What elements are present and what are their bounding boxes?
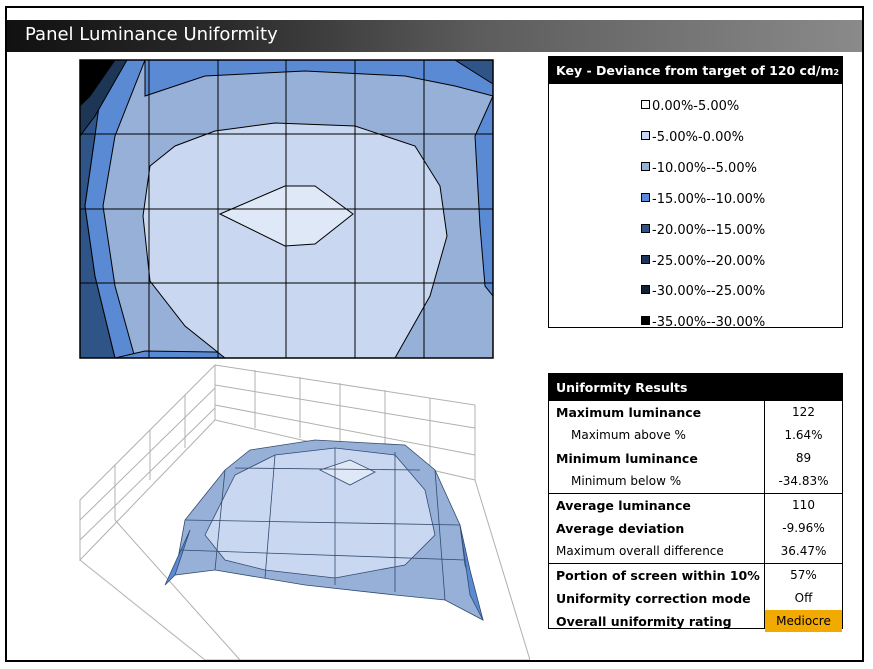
table-row: Average luminance 110 [549,493,842,517]
key-swatch [641,131,650,140]
key-panel: Key - Deviance from target of 120 cd/m2 … [548,56,843,330]
key-item-label: -30.00%--25.00% [652,284,766,299]
row-label: Overall uniformity rating [556,614,732,629]
row-label: Maximum above % [571,428,686,442]
results-heading: Uniformity Results [549,374,842,401]
surface-mesh [164,439,484,621]
key-heading-text: Key - Deviance from target of 120 cd/m [556,63,834,78]
table-row: Maximum above % 1.64% [549,424,842,447]
uniformity-results-table: Uniformity Results Maximum luminance 122… [548,373,843,632]
contour-grid [79,59,494,359]
row-label: Uniformity correction mode [556,591,751,606]
key-swatch [641,100,650,109]
key-item: -35.00%--30.00% [641,314,765,332]
row-value: -9.96% [782,521,825,535]
surface-wireframe [79,364,530,660]
table-row: Uniformity correction mode Off [549,587,842,610]
key-item-label: -15.00%--10.00% [652,192,766,207]
row-label: Minimum luminance [556,451,698,466]
table-row: Portion of screen within 10% 57% [549,563,842,587]
key-swatch [641,162,650,171]
key-item-label: -25.00%--20.00% [652,254,766,269]
key-item: -5.00%-0.00% [641,129,744,147]
row-value: 110 [792,498,815,512]
key-swatch [641,193,650,202]
key-item-label: -10.00%--5.00% [652,161,757,176]
key-item: -20.00%--15.00% [641,222,765,240]
row-value: 89 [795,451,812,465]
row-label: Maximum overall difference [556,544,724,558]
row-label: Average deviation [556,521,685,536]
table-row: Overall uniformity rating Mediocre [549,610,842,633]
table-row: Maximum luminance 122 [549,401,842,424]
key-item: -15.00%--10.00% [641,191,765,209]
row-value: -34.83% [778,474,829,488]
rating-badge: Mediocre [776,614,831,628]
key-heading: Key - Deviance from target of 120 cd/m2 [549,57,842,84]
key-swatch [641,224,650,233]
row-value: 122 [792,405,815,419]
key-item: -30.00%--25.00% [641,283,765,301]
key-item-label: -35.00%--30.00% [652,315,766,330]
contour-map [79,59,494,359]
key-item: 0.00%-5.00% [641,98,739,116]
row-label: Portion of screen within 10% [556,568,760,583]
key-item: -10.00%--5.00% [641,160,757,178]
row-label: Average luminance [556,498,691,513]
table-row: Average deviation -9.96% [549,517,842,540]
key-heading-unit: 2 [833,68,840,77]
title-bar: Panel Luminance Uniformity [7,20,862,52]
key-swatch [641,255,650,264]
key-item-label: 0.00%-5.00% [652,99,740,114]
row-label: Maximum luminance [556,405,702,420]
row-value: Off [794,591,813,605]
table-row: Maximum overall difference 36.47% [549,540,842,563]
surface-plot [79,364,530,660]
table-row: Minimum below % -34.83% [549,470,842,493]
page-title: Panel Luminance Uniformity [25,24,278,45]
rating-highlight [765,610,842,632]
row-value: 57% [790,568,817,582]
key-item: -25.00%--20.00% [641,253,765,271]
row-label: Minimum below % [571,474,682,488]
results-column-divider [764,401,765,629]
key-swatch [641,285,650,294]
row-value: 36.47% [780,544,827,558]
row-value: 1.64% [784,428,823,442]
table-row: Minimum luminance 89 [549,447,842,470]
key-item-label: -5.00%-0.00% [652,130,744,145]
key-swatch [641,316,650,325]
key-item-label: -20.00%--15.00% [652,223,766,238]
